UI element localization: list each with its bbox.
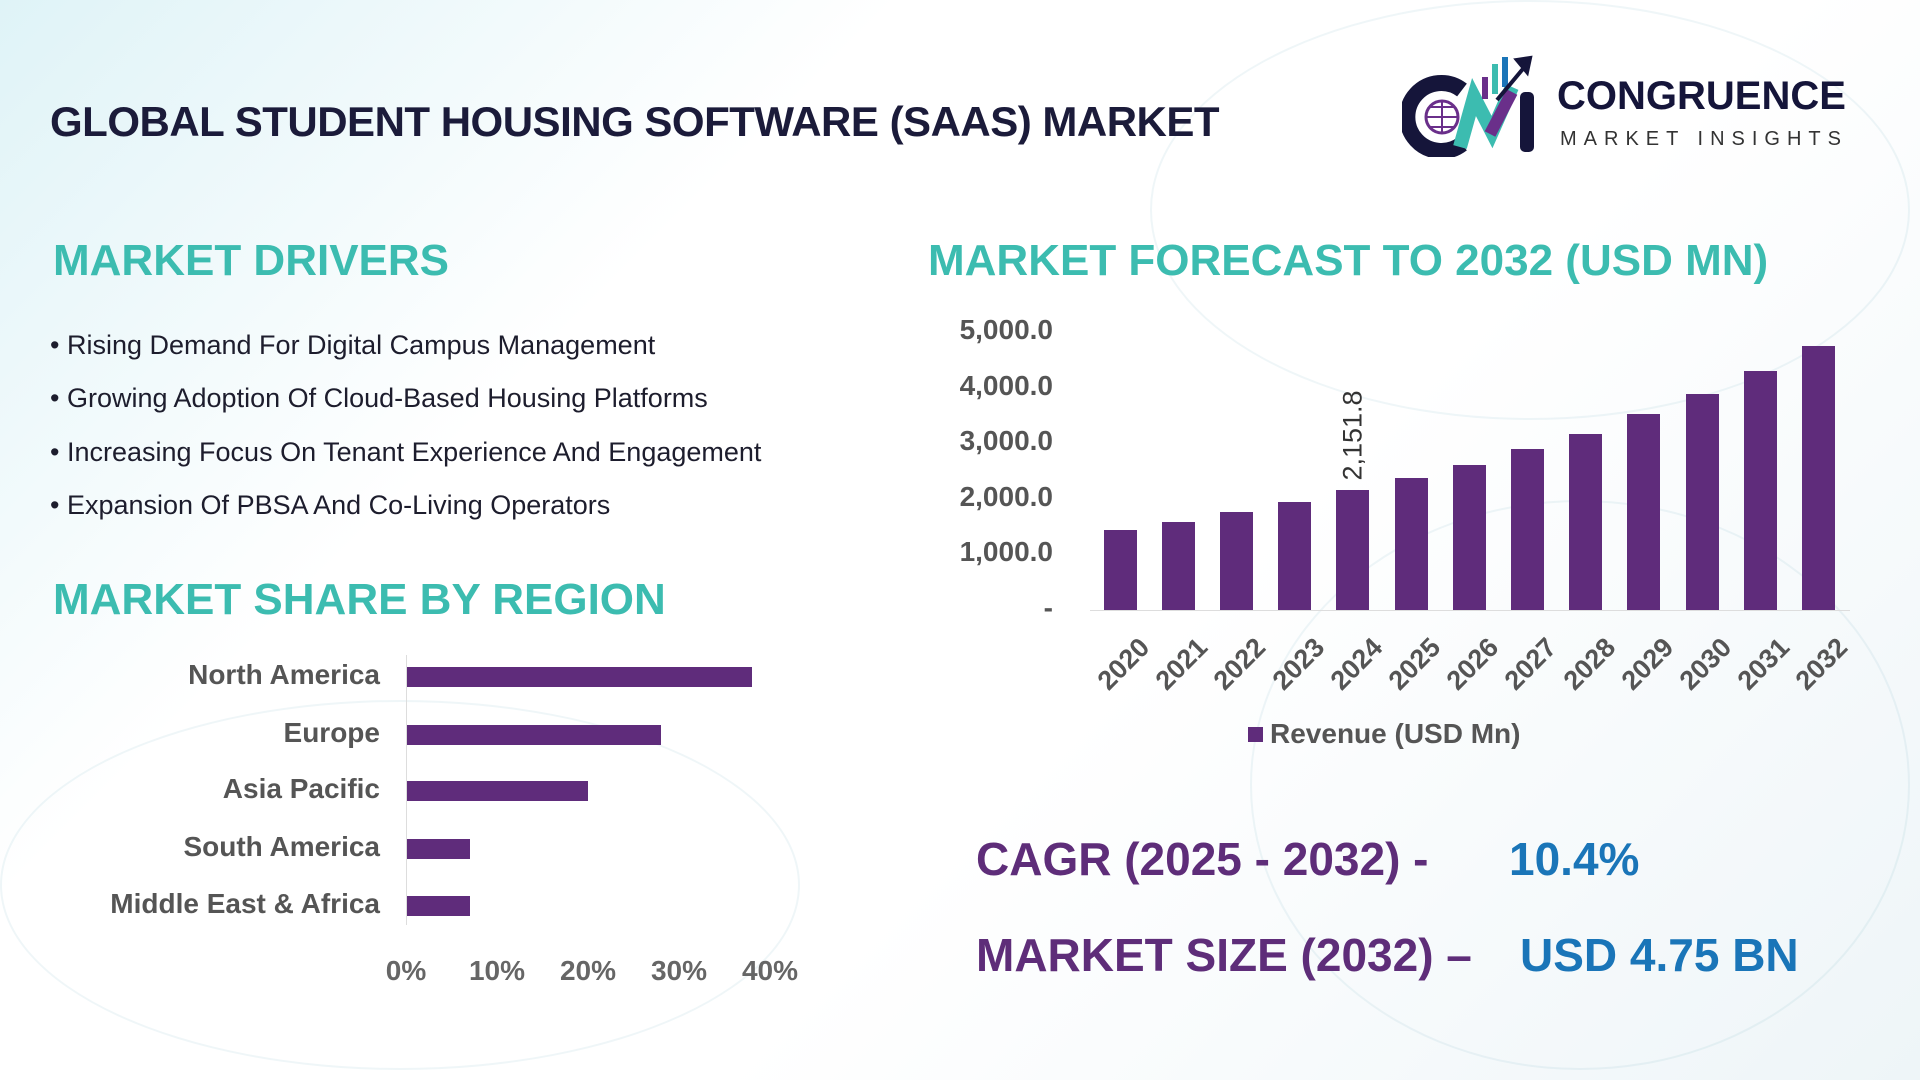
forecast-bar xyxy=(1569,433,1603,610)
region-label: Middle East & Africa xyxy=(110,888,380,919)
drivers-heading: MARKET DRIVERS xyxy=(53,236,450,285)
region-label: South America xyxy=(183,831,380,862)
region-x-tick: 40% xyxy=(741,955,799,986)
forecast-bar xyxy=(1627,414,1661,610)
region-bar xyxy=(406,781,588,801)
market-size-value: USD 4.75 BN xyxy=(1520,929,1799,981)
region-x-tick: 20% xyxy=(559,955,617,986)
driver-item: • Expansion Of PBSA And Co-Living Operat… xyxy=(50,490,611,520)
forecast-bar xyxy=(1161,521,1195,610)
forecast-bar xyxy=(1278,502,1312,610)
forecast-y-tick: - xyxy=(1043,592,1053,623)
region-bar xyxy=(406,667,752,687)
forecast-bar xyxy=(1394,477,1428,610)
logo-mark xyxy=(1399,52,1552,159)
forecast-x-tick: 2020 xyxy=(1091,632,1156,696)
region-axis-line xyxy=(406,655,407,925)
forecast-axis-line xyxy=(1090,610,1850,611)
driver-item: • Rising Demand For Digital Campus Manag… xyxy=(50,330,656,360)
driver-text: Rising Demand For Digital Campus Managem… xyxy=(66,330,656,360)
forecast-y-tick: 1,000.0 xyxy=(959,536,1053,568)
forecast-bar xyxy=(1510,449,1544,610)
region-x-tick: 10% xyxy=(468,955,526,986)
region-bar xyxy=(406,896,470,916)
driver-item: • Increasing Focus On Tenant Experience … xyxy=(50,437,762,467)
forecast-y-tick: 3,000.0 xyxy=(959,425,1053,457)
region-bar xyxy=(406,839,470,859)
cagr-label: CAGR (2025 - 2032) - xyxy=(976,833,1429,885)
region-x-tick: 0% xyxy=(385,955,427,986)
forecast-bar xyxy=(1219,512,1253,610)
legend-label: Revenue (USD Mn) xyxy=(1270,718,1521,749)
market-size-label: MARKET SIZE (2032) – xyxy=(976,929,1472,981)
region-label: Asia Pacific xyxy=(222,773,380,804)
region-bar xyxy=(406,725,661,745)
cagr-value: 10.4% xyxy=(1509,833,1640,885)
logo-tagline: MARKET INSIGHTS xyxy=(1560,128,1848,150)
forecast-bar xyxy=(1743,370,1777,610)
forecast-x-tick: 2022 xyxy=(1207,632,1272,696)
forecast-y-tick: 4,000.0 xyxy=(959,369,1053,401)
forecast-y-tick: 2,000.0 xyxy=(959,480,1053,512)
forecast-data-label: 2,151.8 xyxy=(1337,390,1368,481)
driver-text: Increasing Focus On Tenant Experience An… xyxy=(66,437,762,467)
logo-name: CONGRUENCE xyxy=(1557,74,1846,118)
page-title: GLOBAL STUDENT HOUSING SOFTWARE (SAAS) M… xyxy=(50,98,1220,145)
background-wave xyxy=(1150,0,1910,420)
forecast-bar xyxy=(1801,345,1835,610)
legend-swatch xyxy=(1248,727,1263,742)
region-heading: MARKET SHARE BY REGION xyxy=(53,575,666,624)
background-wave xyxy=(0,700,800,1070)
region-label: North America xyxy=(188,659,380,690)
driver-text: Growing Adoption Of Cloud-Based Housing … xyxy=(66,383,708,413)
forecast-bar xyxy=(1103,530,1137,610)
region-label: Europe xyxy=(283,717,380,748)
forecast-x-tick: 2021 xyxy=(1149,632,1214,696)
forecast-bar xyxy=(1685,394,1719,610)
driver-item: • Growing Adoption Of Cloud-Based Housin… xyxy=(50,383,708,413)
forecast-heading: MARKET FORECAST TO 2032 (USD MN) xyxy=(928,236,1769,285)
driver-text: Expansion Of PBSA And Co-Living Operator… xyxy=(66,490,611,520)
region-x-tick: 30% xyxy=(650,955,708,986)
forecast-bar xyxy=(1336,490,1370,610)
forecast-bar xyxy=(1452,465,1486,610)
forecast-y-tick: 5,000.0 xyxy=(959,314,1053,345)
